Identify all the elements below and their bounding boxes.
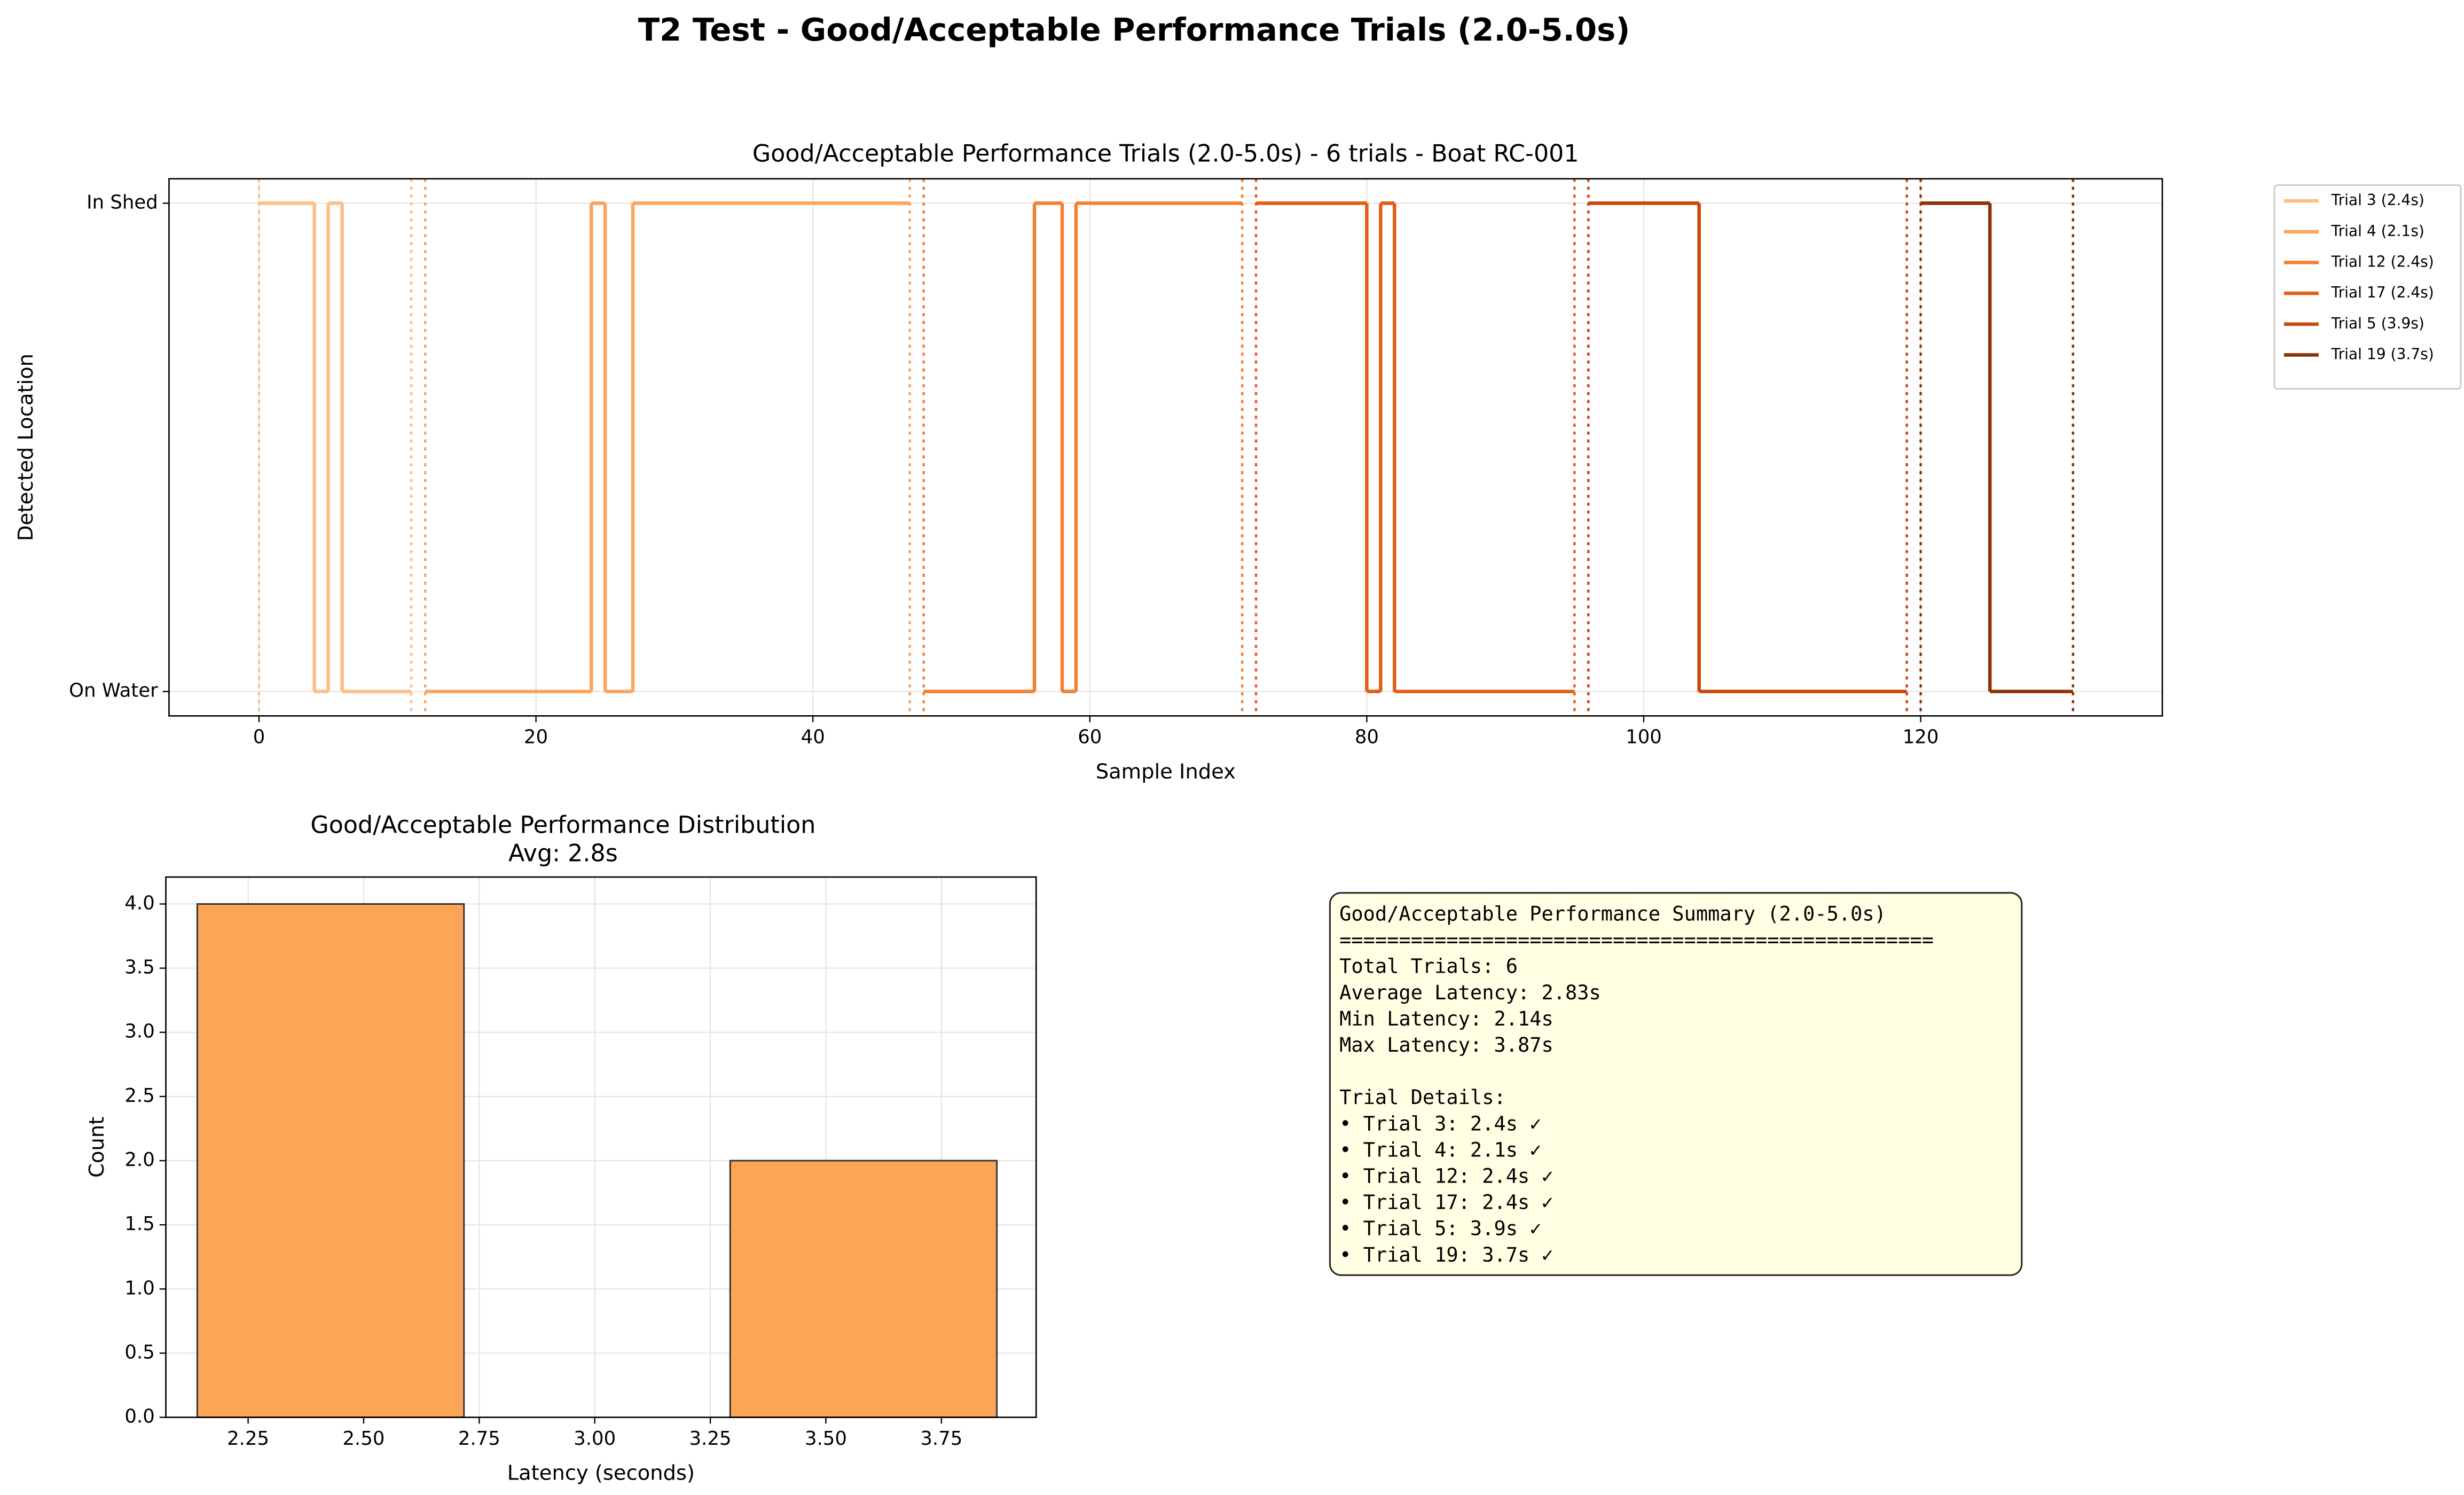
x-axis-label: Sample Index [1096,760,1236,784]
legend-label: Trial 17 (2.4s) [2331,284,2434,301]
legend-label: Trial 5 (3.9s) [2331,315,2424,332]
y-tick-label: On Water [69,680,158,702]
x-tick-label: 2.25 [227,1428,269,1450]
y-axis-label: Count [85,1117,109,1178]
chart-title: Good/Acceptable Performance Trials (2.0-… [752,140,1579,167]
y-tick-label: 0.5 [124,1341,154,1363]
summary-line: Max Latency: 3.87s [1339,1034,1553,1056]
y-tick-label: 1.0 [124,1277,154,1299]
y-tick-label: 1.5 [124,1213,154,1235]
summary-line: • Trial 19: 3.7s ✓ [1339,1243,1553,1266]
chart-title: Good/Acceptable Performance Distribution [310,811,815,839]
x-tick-label: 120 [1903,726,1939,748]
x-tick-label: 60 [1078,726,1102,748]
x-tick-label: 80 [1355,726,1379,748]
histogram-bar [196,903,465,1419]
x-tick-label: 2.75 [458,1428,500,1450]
x-tick-label: 20 [524,726,548,748]
x-tick-label: 40 [801,726,825,748]
y-tick-label: 3.5 [124,957,154,979]
legend-label: Trial 4 (2.1s) [2331,222,2424,240]
y-tick-label: 2.5 [124,1085,154,1107]
summary-line: • Trial 4: 2.1s ✓ [1339,1138,1541,1161]
x-tick-label: 3.75 [920,1428,962,1450]
legend-label: Trial 12 (2.4s) [2331,253,2434,270]
y-axis-label: Detected Location [14,354,38,541]
summary-box [1329,892,2023,1276]
x-tick-label: 3.50 [805,1428,847,1450]
x-axis-label: Latency (seconds) [507,1461,695,1485]
summary-title: Good/Acceptable Performance Summary (2.0… [1339,903,1886,926]
legend-label: Trial 19 (3.7s) [2331,346,2434,363]
y-tick-label: 3.0 [124,1021,154,1043]
x-tick-label: 3.25 [689,1428,732,1450]
x-tick-label: 3.00 [574,1428,616,1450]
summary-subtitle: Trial Details: [1339,1086,1506,1109]
plot-frame [165,876,1037,1418]
plot-frame [168,178,2163,717]
summary-line: Total Trials: 6 [1339,955,1518,978]
histogram-bar [729,1160,998,1419]
summary-separator: ========================================… [1339,929,1934,952]
figure-title: T2 Test - Good/Acceptable Performance Tr… [638,11,1630,48]
x-tick-label: 0 [253,726,265,748]
summary-line: • Trial 3: 2.4s ✓ [1339,1112,1541,1135]
y-tick-label: 4.0 [124,892,154,914]
chart-subtitle: Avg: 2.8s [508,840,618,867]
y-tick-label: 2.0 [124,1149,154,1171]
summary-line: • Trial 12: 2.4s ✓ [1339,1164,1553,1187]
x-tick-label: 100 [1626,726,1662,748]
y-tick-label: 0.0 [124,1406,154,1428]
legend-label: Trial 3 (2.4s) [2331,191,2424,209]
x-tick-label: 2.50 [342,1428,384,1450]
summary-line: Average Latency: 2.83s [1339,981,1601,1004]
summary-line: • Trial 17: 2.4s ✓ [1339,1191,1553,1214]
summary-line: • Trial 5: 3.9s ✓ [1339,1217,1541,1240]
summary-line: Min Latency: 2.14s [1339,1007,1553,1030]
legend-box [2273,184,2462,390]
y-tick-label: In Shed [87,191,158,213]
